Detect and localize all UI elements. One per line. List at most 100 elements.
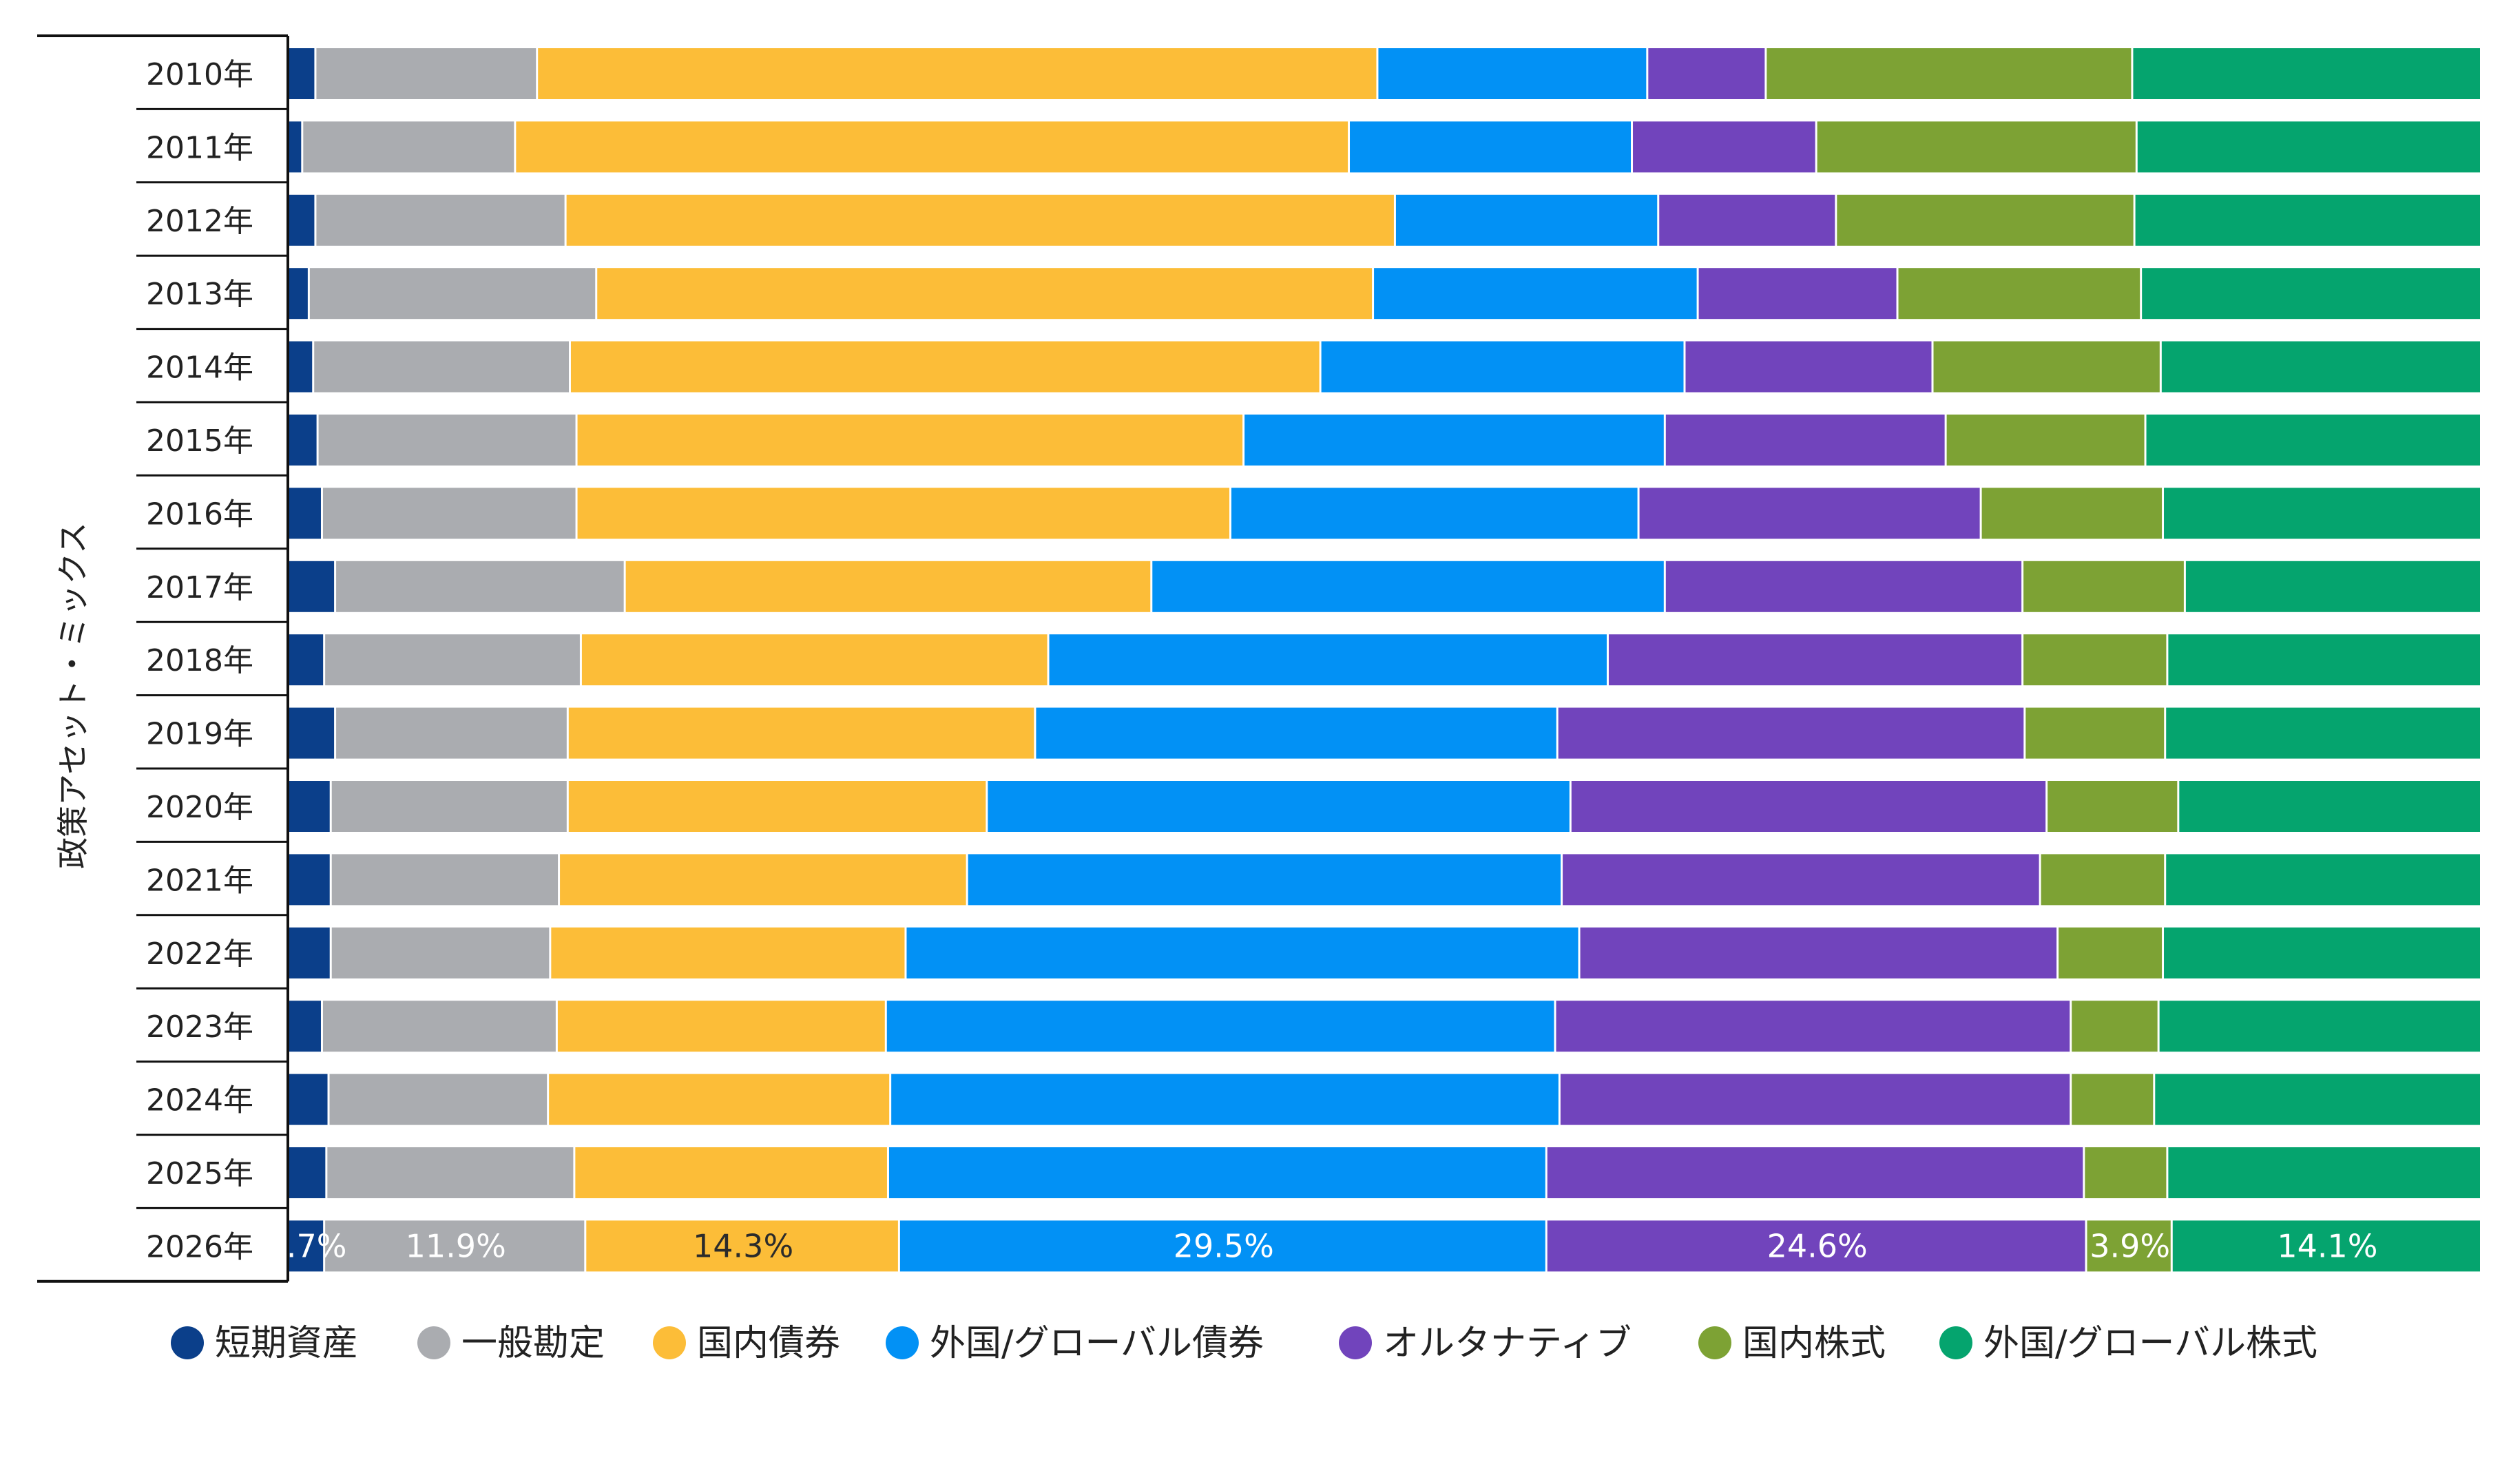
bar-segment-2010年-外国/グローバル債券 <box>1378 48 1647 99</box>
legend-marker-外国/グローバル債券 <box>886 1326 919 1359</box>
bar-segment-2017年-外国/グローバル債券 <box>1152 561 1664 612</box>
bar-segment-2014年-国内債券 <box>570 341 1320 393</box>
bar-segment-2012年-外国/グローバル株式 <box>2135 194 2480 246</box>
bar-segment-2022年-国内債券 <box>551 927 905 979</box>
bar-segment-2017年-国内株式 <box>2023 561 2184 612</box>
segment-label-国内株式: 3.9% <box>2090 1227 2170 1264</box>
bar-segment-2019年-短期資産 <box>288 707 335 759</box>
category-label-2011年: 2011年 <box>146 130 253 165</box>
bar-segment-2022年-短期資産 <box>288 927 330 979</box>
y-axis-title: 政策アセット・ミックス <box>54 522 92 869</box>
bar-segment-2011年-一般勘定 <box>303 121 514 173</box>
bar-segment-2013年-国内株式 <box>1898 268 2140 320</box>
bar-segment-2014年-一般勘定 <box>314 341 569 393</box>
category-label-2020年: 2020年 <box>146 790 253 825</box>
category-label-2012年: 2012年 <box>146 204 253 239</box>
category-label-2022年: 2022年 <box>146 937 253 972</box>
bar-segment-2025年-国内債券 <box>575 1147 887 1198</box>
bar-segment-2025年-外国/グローバル債券 <box>888 1147 1545 1198</box>
bar-segment-2019年-外国/グローバル債券 <box>1036 707 1556 759</box>
legend-label-短期資産: 短期資産 <box>215 1323 358 1364</box>
segment-label-一般勘定: 11.9% <box>406 1227 506 1264</box>
bar-segment-2026年-一般勘定 <box>325 1220 585 1272</box>
bar-segment-2020年-国内株式 <box>2048 781 2178 832</box>
bar-segment-2011年-外国/グローバル債券 <box>1350 121 1632 173</box>
bar-segment-2021年-短期資産 <box>288 854 330 906</box>
bar-segment-2015年-オルタナティブ <box>1665 415 1945 466</box>
legend-marker-外国/グローバル株式 <box>1939 1326 1972 1359</box>
bar-segment-2023年-国内債券 <box>557 1001 885 1052</box>
bar-segment-2020年-オルタナティブ <box>1571 781 2046 832</box>
bar-segment-2016年-外国/グローバル株式 <box>2164 488 2480 539</box>
bar-segment-2013年-国内債券 <box>597 268 1373 320</box>
bar-segment-2026年-外国/グローバル株式 <box>2172 1220 2480 1272</box>
bar-segment-2018年-国内債券 <box>581 634 1048 686</box>
bar-segment-2019年-国内債券 <box>568 707 1034 759</box>
bar-segment-2010年-外国/グローバル株式 <box>2133 48 2480 99</box>
bar-segment-2023年-外国/グローバル株式 <box>2159 1001 2480 1052</box>
segment-label-オルタナティブ: 24.6% <box>1767 1227 1868 1264</box>
bar-segment-2025年-国内株式 <box>2085 1147 2167 1198</box>
bar-segment-2025年-オルタナティブ <box>1547 1147 2083 1198</box>
bar-segment-2023年-外国/グローバル債券 <box>886 1001 1554 1052</box>
bar-segment-2010年-オルタナティブ <box>1648 48 1765 99</box>
bar-segment-2020年-一般勘定 <box>331 781 567 832</box>
bar-segment-2015年-国内債券 <box>577 415 1243 466</box>
bar-segment-2014年-外国/グローバル債券 <box>1321 341 1684 393</box>
bar-segment-2016年-短期資産 <box>288 488 321 539</box>
bar-segment-2011年-国内株式 <box>1817 121 2136 173</box>
bar-segment-2016年-国内株式 <box>1981 488 2163 539</box>
category-label-2018年: 2018年 <box>146 643 253 678</box>
bar-segment-2024年-外国/グローバル債券 <box>891 1074 1559 1125</box>
bar-segment-2010年-一般勘定 <box>316 48 536 99</box>
bar-segment-2025年-外国/グローバル株式 <box>2168 1147 2480 1198</box>
bar-segment-2026年-国内債券 <box>586 1220 898 1272</box>
segment-label-外国/グローバル株式: 14.1% <box>2277 1227 2377 1264</box>
bar-segment-2025年-短期資産 <box>288 1147 326 1198</box>
legend-marker-オルタナティブ <box>1339 1326 1372 1359</box>
bar-segment-2022年-一般勘定 <box>331 927 550 979</box>
bar-segment-2023年-オルタナティブ <box>1556 1001 2070 1052</box>
legend-label-国内株式: 国内株式 <box>1742 1323 1886 1364</box>
category-label-2025年: 2025年 <box>146 1156 253 1191</box>
category-label-2013年: 2013年 <box>146 277 253 312</box>
bar-segment-2021年-一般勘定 <box>331 854 559 906</box>
category-label-2026年: 2026年 <box>146 1229 253 1264</box>
category-labels: 2010年 2011年 2012年 2013年 2014年 2015年 2016年 2017年… <box>146 57 253 1264</box>
legend-label-外国/グローバル債券: 外国/グローバル債券 <box>930 1323 1264 1364</box>
bar-segment-2012年-国内債券 <box>566 194 1394 246</box>
category-label-2016年: 2016年 <box>146 497 253 532</box>
bar-segment-2021年-国内株式 <box>2041 854 2165 906</box>
category-label-2019年: 2019年 <box>146 717 253 752</box>
legend: 短期資産 一般勘定 国内債券 外国/グローバル債券 オルタナティブ 国内株式 外国/グローバ… <box>171 1323 2317 1364</box>
bar-segment-2026年-国内株式 <box>2087 1220 2171 1272</box>
bar-segment-2012年-外国/グローバル債券 <box>1395 194 1658 246</box>
bar-segment-2017年-オルタナティブ <box>1665 561 2022 612</box>
bar-segment-2013年-外国/グローバル株式 <box>2142 268 2480 320</box>
bar-segment-2014年-国内株式 <box>1933 341 2160 393</box>
bar-segment-2020年-国内債券 <box>568 781 986 832</box>
bar-segment-2024年-オルタナティブ <box>1560 1074 2070 1125</box>
bar-segment-2011年-国内債券 <box>516 121 1348 173</box>
bar-segment-2019年-外国/グローバル株式 <box>2166 707 2480 759</box>
bar-segment-2015年-国内株式 <box>1946 415 2145 466</box>
bar-segment-2018年-短期資産 <box>288 634 324 686</box>
bar-segment-2022年-外国/グローバル株式 <box>2164 927 2480 979</box>
bar-segment-2022年-オルタナティブ <box>1580 927 2057 979</box>
legend-marker-国内債券 <box>653 1326 686 1359</box>
bar-segment-2019年-オルタナティブ <box>1558 707 2024 759</box>
legend-marker-国内株式 <box>1698 1326 1731 1359</box>
legend-label-国内債券: 国内債券 <box>697 1323 840 1364</box>
legend-label-オルタナティブ: オルタナティブ <box>1383 1323 1632 1364</box>
bar-segment-2013年-短期資産 <box>288 268 308 320</box>
segment-label-国内債券: 14.3% <box>693 1227 793 1264</box>
bar-segment-2024年-国内株式 <box>2072 1074 2154 1125</box>
bar-segment-2026年-外国/グローバル債券 <box>899 1220 1545 1272</box>
bars-group <box>288 48 2480 1272</box>
bar-segment-2015年-外国/グローバル債券 <box>1244 415 1664 466</box>
legend-marker-短期資産 <box>171 1326 204 1359</box>
category-axis-frame <box>37 34 289 1283</box>
bar-segment-2022年-外国/グローバル債券 <box>906 927 1579 979</box>
bar-segment-2014年-オルタナティブ <box>1685 341 1932 393</box>
